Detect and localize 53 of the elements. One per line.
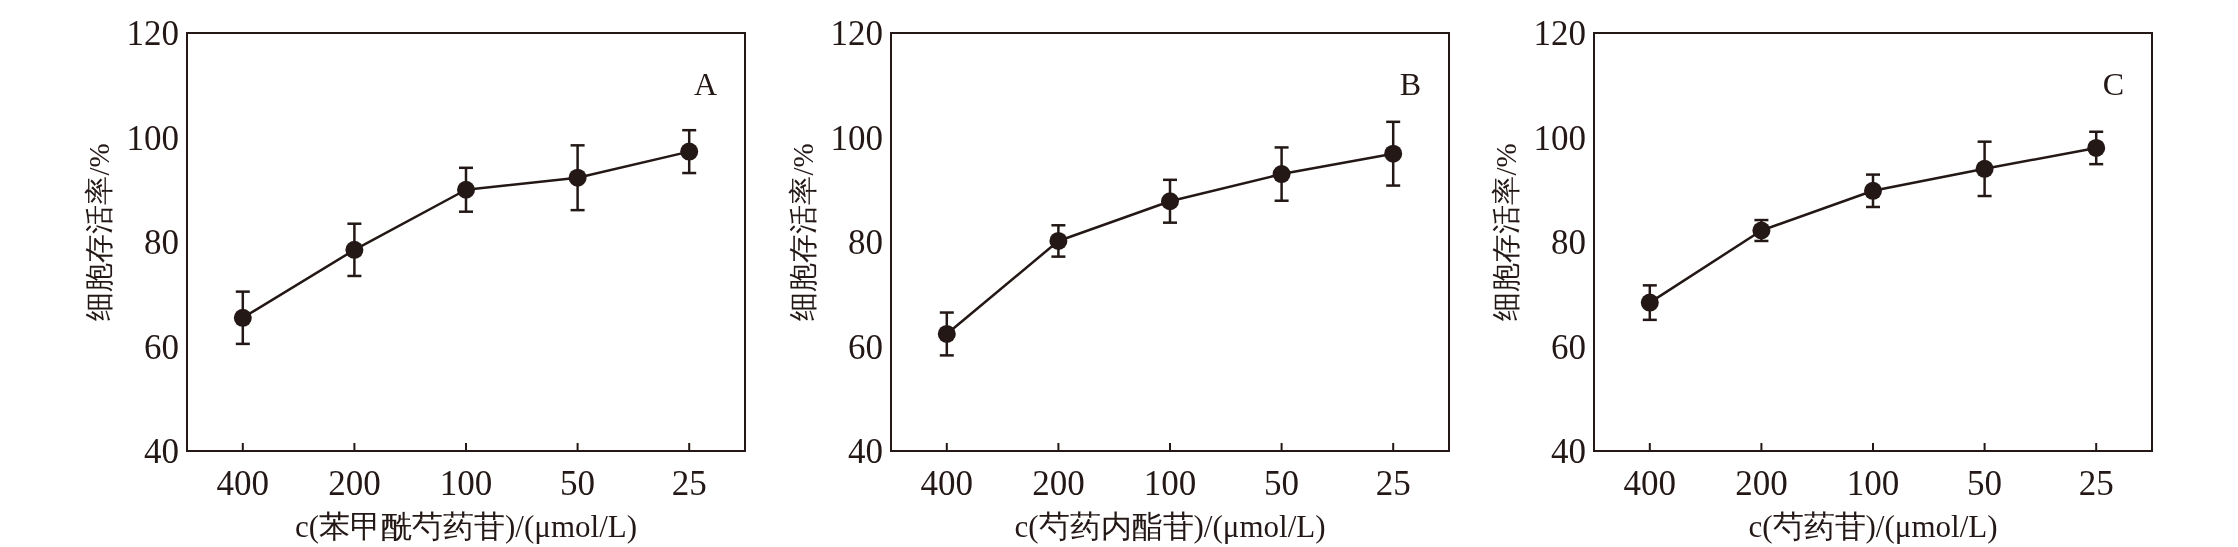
x-tick-label: 100 xyxy=(1846,464,1900,503)
y-tick-label: 80 xyxy=(848,223,883,262)
point xyxy=(1640,293,1659,312)
point xyxy=(937,324,956,343)
y-tick-label: 60 xyxy=(1551,327,1586,367)
point xyxy=(1975,159,1994,178)
x-tick-label: 100 xyxy=(439,464,493,503)
y-tick-label: 100 xyxy=(1533,118,1586,158)
y-tick-label: 120 xyxy=(1533,14,1586,53)
point xyxy=(1272,165,1291,184)
point xyxy=(680,142,699,161)
x-tick-label: 200 xyxy=(1735,464,1788,503)
y-tick-label: 40 xyxy=(1551,432,1586,471)
y-tick-label: 100 xyxy=(126,118,179,158)
point xyxy=(457,180,475,199)
x-axis-title: c(芍药苷)/(μmol/L) xyxy=(1748,509,1998,544)
annotation: C xyxy=(2102,66,2124,102)
y-tick-label: 60 xyxy=(848,327,883,367)
y-tick-label: 80 xyxy=(144,223,179,262)
y-tick-label: 40 xyxy=(848,432,883,471)
y-tick-label: 60 xyxy=(144,327,179,367)
x-tick-label: 400 xyxy=(1623,464,1677,503)
x-tick-label: 200 xyxy=(328,464,381,503)
x-tick-label: 25 xyxy=(671,464,707,503)
annotation: B xyxy=(1399,66,1421,102)
y-axis-title: 细胞存活率/% xyxy=(1490,143,1522,321)
x-axis-title: c(芍药内酯苷)/(μmol/L) xyxy=(1014,509,1326,544)
x-tick-label: 200 xyxy=(1032,464,1085,503)
x-axis-title: c(苯甲酰芍药苷)/(μmol/L) xyxy=(294,509,638,544)
annotation: A xyxy=(693,66,717,102)
point xyxy=(1864,181,1882,200)
y-axis-title: 细胞存活率/% xyxy=(787,143,819,321)
point xyxy=(1161,192,1179,211)
x-tick-label: 100 xyxy=(1143,464,1197,503)
y-axis-title: 细胞存活率/% xyxy=(83,143,115,321)
x-tick-label: 50 xyxy=(1967,464,2003,503)
point xyxy=(345,240,364,259)
y-tick-label: 120 xyxy=(830,14,883,53)
y-tick-label: 40 xyxy=(144,432,179,471)
point xyxy=(1049,231,1068,250)
y-tick-label: 100 xyxy=(830,118,883,158)
x-tick-label: 50 xyxy=(560,464,596,503)
x-tick-label: 400 xyxy=(920,464,974,503)
point xyxy=(233,308,252,327)
x-tick-label: 25 xyxy=(1375,464,1411,503)
point xyxy=(2087,138,2106,157)
y-tick-label: 120 xyxy=(126,14,179,53)
point xyxy=(568,168,587,187)
y-tick-label: 80 xyxy=(1551,223,1586,262)
x-tick-label: 400 xyxy=(216,464,270,503)
point xyxy=(1384,144,1403,163)
x-tick-label: 50 xyxy=(1264,464,1300,503)
x-tick-label: 25 xyxy=(2078,464,2114,503)
